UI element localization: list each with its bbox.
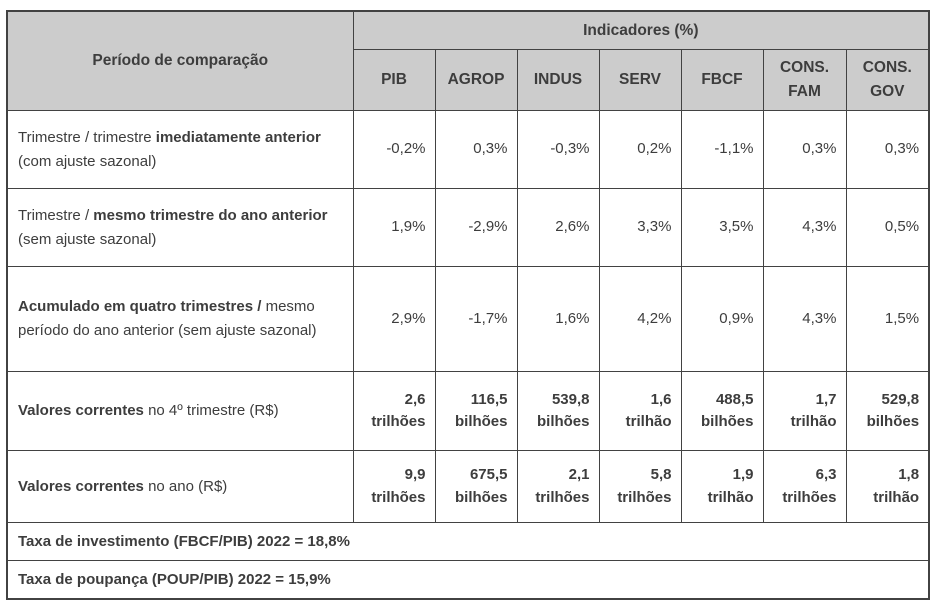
row-label: Valores correntes no ano (R$): [6, 450, 354, 523]
value-cell: 2,9%: [352, 266, 436, 372]
value-cell: 2,6%: [516, 188, 600, 267]
column-header-cons-gov: CONS. GOV: [845, 49, 930, 111]
value-cell: 1,6 trilhão: [598, 371, 682, 451]
value-cell: 539,8 bilhões: [516, 371, 600, 451]
value-cell: 0,3%: [845, 110, 930, 189]
value-cell: 488,5 bilhões: [680, 371, 764, 451]
value-cell: 1,6%: [516, 266, 600, 372]
value-cell: 9,9 trilhões: [352, 450, 436, 523]
value-cell: -1,7%: [434, 266, 518, 372]
value-cell: 0,5%: [845, 188, 930, 267]
value-cell: 4,3%: [762, 188, 847, 267]
value-cell: 1,5%: [845, 266, 930, 372]
column-header-agrop: AGROP: [434, 49, 518, 111]
row-label: Trimestre / trimestre imediatamente ante…: [6, 110, 354, 189]
value-cell: 2,6 trilhões: [352, 371, 436, 451]
table-row: Acumulado em quatro trimestres / mesmo p…: [6, 266, 930, 372]
value-cell: 0,3%: [434, 110, 518, 189]
row-label: Acumulado em quatro trimestres / mesmo p…: [6, 266, 354, 372]
group-header-row: Período de comparação Indicadores (%): [6, 10, 930, 111]
value-cell: 4,2%: [598, 266, 682, 372]
table-row: Valores correntes no 4º trimestre (R$) 2,…: [6, 371, 930, 451]
table-footer-row: Taxa de investimento (FBCF/PIB) 2022 = 1…: [6, 522, 930, 561]
indicators-table: Período de comparação Indicadores (%) PI…: [6, 10, 931, 600]
footer-note: Taxa de investimento (FBCF/PIB) 2022 = 1…: [6, 522, 930, 561]
value-cell: 0,3%: [762, 110, 847, 189]
table-row: Trimestre / mesmo trimestre do ano anter…: [6, 188, 930, 267]
value-cell: 3,5%: [680, 188, 764, 267]
value-cell: 116,5 bilhões: [434, 371, 518, 451]
value-cell: 529,8 bilhões: [845, 371, 930, 451]
column-header-cons-fam: CONS. FAM: [762, 49, 847, 111]
table-row: Trimestre / trimestre imediatamente ante…: [6, 110, 930, 189]
value-cell: 0,9%: [680, 266, 764, 372]
value-cell: 1,9%: [352, 188, 436, 267]
indicators-table-container: Período de comparação Indicadores (%) PI…: [6, 10, 931, 600]
value-cell: 6,3 trilhões: [762, 450, 847, 523]
value-cell: -1,1%: [680, 110, 764, 189]
value-cell: -2,9%: [434, 188, 518, 267]
corner-header: Período de comparação: [6, 10, 354, 111]
value-cell: -0,2%: [352, 110, 436, 189]
value-cell: 3,3%: [598, 188, 682, 267]
value-cell: 0,2%: [598, 110, 682, 189]
column-header-indus: INDUS: [516, 49, 600, 111]
row-label: Valores correntes no 4º trimestre (R$): [6, 371, 354, 451]
footer-note: Taxa de poupança (POUP/PIB) 2022 = 15,9%: [6, 560, 930, 600]
value-cell: 5,8 trilhões: [598, 450, 682, 523]
column-header-row: PIB AGROP INDUS SERV FBCF CONS. FAM CONS. GOV: [7, 49, 930, 111]
group-header: Indicadores (%): [352, 10, 930, 50]
value-cell: 4,3%: [762, 266, 847, 372]
column-header-pib: PIB: [352, 49, 436, 111]
value-cell: 675,5 bilhões: [434, 450, 518, 523]
value-cell: -0,3%: [516, 110, 600, 189]
table-row: Valores correntes no ano (R$) 9,9 trilhõe…: [6, 450, 930, 523]
value-cell: 2,1 trilhões: [516, 450, 600, 523]
table-footer-row: Taxa de poupança (POUP/PIB) 2022 = 15,9%: [6, 560, 930, 600]
column-header-serv: SERV: [598, 49, 682, 111]
value-cell: 1,9 trilhão: [680, 450, 764, 523]
column-header-fbcf: FBCF: [680, 49, 764, 111]
value-cell: 1,7 trilhão: [762, 371, 847, 451]
value-cell: 1,8 trilhão: [845, 450, 930, 523]
row-label: Trimestre / mesmo trimestre do ano anter…: [6, 188, 354, 267]
